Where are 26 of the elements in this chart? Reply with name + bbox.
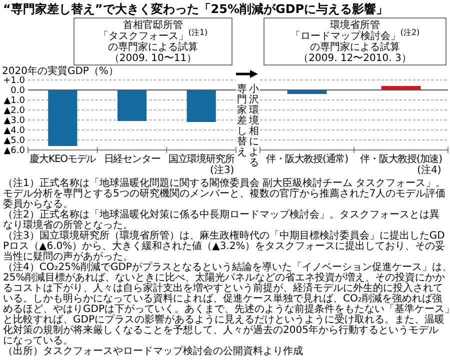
text: （注1）正式名称は「地球温暖化問題に関する閣僚委員会 副大臣級検討チーム タスクフォース」。モデル分析を専門とする5つの研究機関のメンバーと、複数の官庁から推薦された7人のモデル評価委員からなる。 <box>3 177 446 210</box>
text: (注4) <box>417 164 442 176</box>
x-tick-label: 伴・阪大教授(加速) <box>360 153 443 165</box>
text: 小沢環境相による <box>248 83 259 168</box>
y-tick-label: ▲4.0 <box>4 126 26 136</box>
text: （注3）国立環境研究所（環境省所管）は、麻生政権時代の「中期目標検討委員会」に提出したGDPロス（▲6.0%）から、大きく緩和された値（▲3.2%）をタスクフォースに提出しており、その妥当性に疑問の声があがった。 <box>3 230 446 262</box>
chart-subtitle: 環境省所管「ロードマップ検討会」$^{(注2)}$の専門家による試算（2009. 12〜2010. 3） <box>290 19 420 64</box>
y-tick-label: +1.0 <box>3 76 26 86</box>
text: （注4）CO₂25%削減でGDPがプラスとなるという結論を導いた「イノベーション促進ケース」は、25%削減目標があれば、ないときに比べ、太陽光パネルなどの省エネ投資が増え、その投資にかかるコストは下がり、人々は自ら家計支出を増やすという前提が、経済モデルに外生的に投入されている。しかも明らかになっている資料によれば、促進ケース単独で見れば、CO₂削減を強めれば強めるほど、やはりGDPは下がっていく。あくまで、先述のような前提条件をもたない「基準ケース」と比較すれば、GDPにプラスの影響があるように見えるだけというように受け取れる。また、温暖化対策の規制が将来厳しくなることを予想して、人々が過去の2005年から行動するというモデルになっている。 <box>3 261 450 346</box>
x-tick-label: 日経センター <box>104 154 161 165</box>
y-tick-label: ▲2.0 <box>4 106 26 116</box>
x-tick-label: 伴・阪大教授(通常) <box>266 153 349 165</box>
y-axis-title: 2020年の実質GDP（%） <box>2 65 118 77</box>
y-tick-label: ▲3.0 <box>4 116 26 126</box>
text: 専門家差し替え <box>237 83 247 158</box>
y-tick-label: ▲6.0 <box>4 146 26 156</box>
y-tick-label: ▲5.0 <box>4 136 26 146</box>
x-tick-label: 国立環境研究所 <box>168 153 235 165</box>
text: （注2）正式名称は「地球温暖化対策に係る中長期ロードマップ検討会」。タスクフォースとは異なり環境省の所管となった。 <box>3 208 440 231</box>
text: (注3) <box>210 164 234 176</box>
y-tick-label: 0.0 <box>10 86 26 96</box>
x-tick-label: 慶大KEOモデル <box>30 153 96 165</box>
y-tick-label: ▲1.0 <box>4 96 26 106</box>
chart-subtitle: 首相官邸所管「タスクフォース」$^{(注1)}$の専門家による試算（2009. 10〜11） <box>98 19 208 64</box>
text: （出所）タスクフォースやロードマップ検討会の公開資料より作成 <box>3 345 303 357</box>
chart-title: “専門家差し替え”で大きく変わった「25%削減がGDPに与える影響」 <box>3 2 388 16</box>
